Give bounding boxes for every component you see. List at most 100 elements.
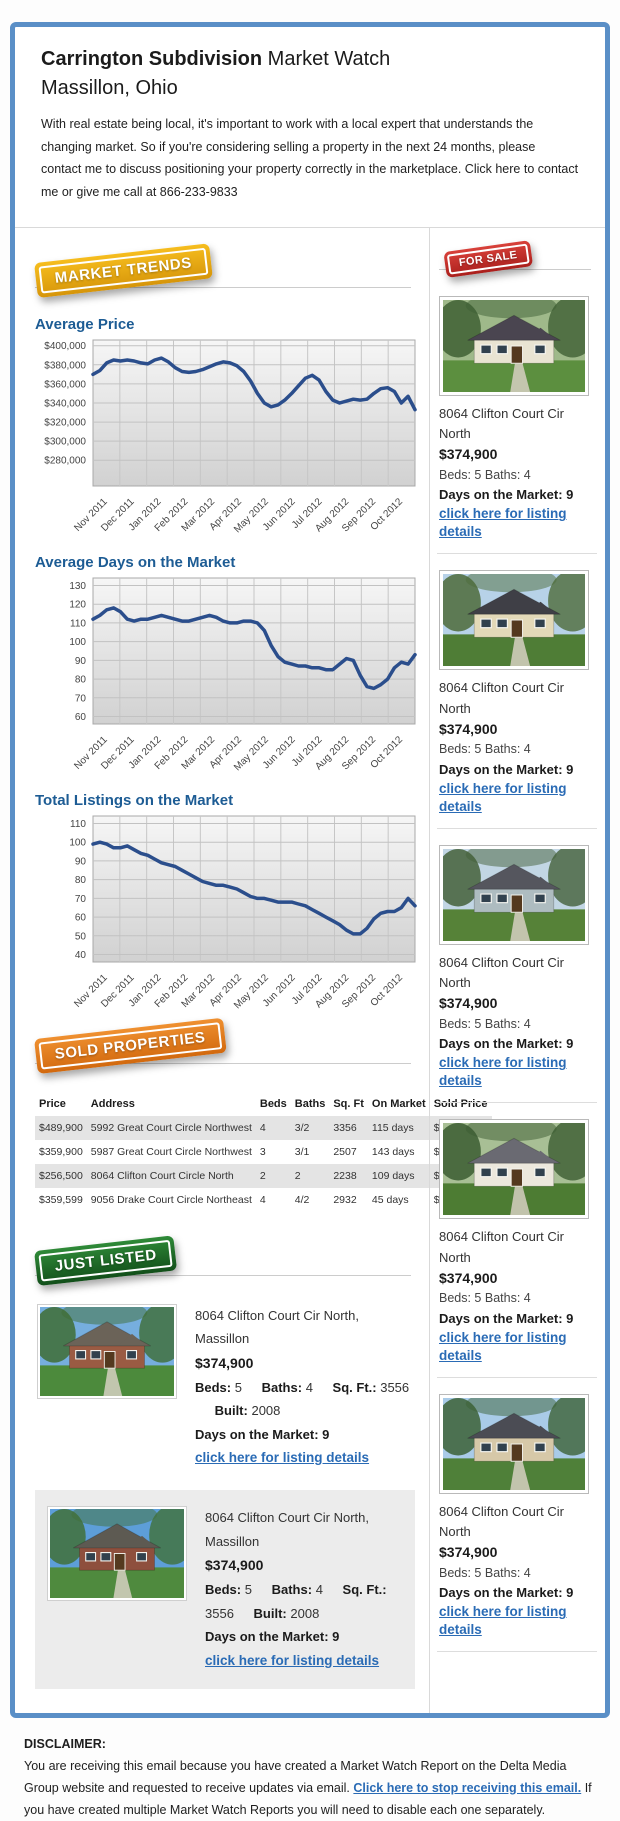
listing-beds-baths: Beds: 5 Baths: 4 [439, 742, 531, 757]
page-title-bold: Carrington Subdivision [41, 48, 263, 70]
listing-details-link[interactable]: click here for listing details [439, 1329, 567, 1363]
for-sale-row: FOR SALE [439, 240, 595, 278]
svg-text:$400,000: $400,000 [44, 341, 86, 352]
listing-beds-baths: Beds: 5 Baths: 4 [439, 467, 531, 482]
listing-photo[interactable] [47, 1506, 187, 1602]
sold-properties-badge: SOLD PROPERTIES [34, 1017, 227, 1074]
listing-details-link[interactable]: click here for listing details [439, 1055, 567, 1089]
sqft-value: 3556 [205, 1605, 234, 1621]
beds-value: 5 [244, 1582, 252, 1598]
cell-price: $359,900 [39, 1146, 83, 1158]
sqft-label: Sq. Ft.: [332, 1379, 377, 1395]
listing-photo[interactable] [439, 1393, 589, 1494]
cell-baths: 2 [294, 1170, 301, 1182]
listing-days-on-market: Days on the Market: 9 [439, 1585, 574, 1601]
main-column: MARKET TRENDS Average Price $280,000 $300… [15, 228, 492, 1713]
cell-baths: 3/2 [294, 1122, 310, 1134]
svg-text:50: 50 [75, 931, 87, 942]
svg-text:100: 100 [69, 838, 86, 849]
page-title: Carrington Subdivision Market Watch Mass… [41, 45, 579, 103]
page-subtitle: Massillon, Ohio [41, 77, 178, 99]
listing-address: 8064 Clifton Court Cir North, Massillon [195, 1308, 360, 1347]
listing-details-link[interactable]: click here for listing details [439, 780, 567, 814]
baths-value: 4 [315, 1582, 323, 1598]
unsubscribe-link[interactable]: Click here to stop receiving this email. [353, 1780, 582, 1795]
listing-photo[interactable] [439, 1119, 589, 1220]
listing-days-on-market: Days on the Market: 9 [439, 1310, 574, 1326]
svg-text:40: 40 [75, 950, 87, 961]
cell-on-market: 115 days [371, 1122, 414, 1134]
built-value: 2008 [251, 1403, 281, 1419]
col-sold-price: Sold Price [433, 1098, 488, 1110]
market-trends-row: MARKET TRENDS [34, 243, 415, 298]
col-baths: Baths [294, 1098, 326, 1110]
listing-price: $374,900 [439, 720, 498, 737]
sqft-label: Sq. Ft.: [342, 1582, 387, 1598]
cell-sqft: 3356 [333, 1122, 357, 1134]
listing-beds-baths: Beds: 5 Baths: 4 [439, 1016, 531, 1031]
just-listed-item: 8064 Clifton Court Cir North, Massillon … [37, 1304, 415, 1470]
listing-card: 8064 Clifton Court Cir North $374,900 Be… [437, 294, 597, 555]
average-price-chart: $280,000 $300,000 $320,000 $340,000 $360,000… [35, 337, 417, 540]
page-title-rest: Market Watch [262, 48, 391, 70]
listing-info: 8064 Clifton Court Cir North, Massillon … [195, 1304, 415, 1470]
listing-photo[interactable] [439, 570, 589, 671]
just-listed-badge: JUST LISTED [34, 1235, 178, 1286]
cell-on-market: 109 days [371, 1170, 415, 1182]
cell-beds: 4 [259, 1194, 266, 1206]
built-label: Built: [253, 1605, 287, 1621]
cell-baths: 3/1 [294, 1146, 310, 1158]
svg-text:$320,000: $320,000 [44, 418, 86, 429]
svg-text:70: 70 [75, 693, 87, 704]
listing-days-on-market: Days on the Market: 9 [439, 487, 574, 503]
for-sale-sidebar: FOR SALE 8064 Clifton Court Cir North $3… [429, 228, 605, 1713]
svg-text:$340,000: $340,000 [44, 398, 86, 409]
cell-address: 5992 Great Court Circle Northwest [90, 1122, 252, 1134]
listing-photo[interactable] [439, 296, 589, 396]
listing-details-link[interactable]: click here for listing details [439, 506, 567, 540]
built-label: Built: [214, 1403, 248, 1419]
cell-address: 5987 Great Court Circle Northwest [90, 1146, 252, 1158]
market-trends-badge-label: MARKET TRENDS [38, 247, 209, 294]
listing-details-link[interactable]: click here for listing details [205, 1652, 380, 1668]
disclaimer: DISCLAIMER: You are receiving this email… [24, 1734, 596, 1821]
listing-details-link[interactable]: click here for listing details [439, 1604, 567, 1638]
just-listed-badge-label: JUST LISTED [38, 1239, 174, 1282]
listing-price: $374,900 [439, 995, 498, 1012]
sqft-value: 3556 [380, 1379, 410, 1395]
sold-properties-table: Price Address Beds Baths Sq. Ft On Marke… [35, 1092, 492, 1212]
market-trends-badge: MARKET TRENDS [34, 243, 213, 298]
for-sale-badge: FOR SALE [443, 240, 533, 278]
svg-text:110: 110 [70, 819, 86, 830]
listing-card: 8064 Clifton Court Cir North $374,900 Be… [437, 843, 597, 1104]
listing-days-on-market: Days on the Market: 9 [205, 1629, 340, 1645]
cell-sqft: 2932 [333, 1194, 357, 1206]
table-row: $489,900 5992 Great Court Circle Northwe… [35, 1116, 492, 1140]
listing-specs: Beds: 5 Baths: 4 Sq. Ft.: 3556 Built: 20… [195, 1376, 415, 1423]
listing-address: 8064 Clifton Court Cir North [439, 1229, 564, 1265]
baths-label: Baths: [271, 1582, 313, 1598]
svg-text:110: 110 [70, 618, 86, 629]
cell-price: $359,599 [39, 1194, 83, 1206]
listing-beds-baths: Beds: 5 Baths: 4 [439, 1565, 531, 1580]
listing-card: 8064 Clifton Court Cir North $374,900 Be… [437, 1117, 597, 1378]
svg-text:80: 80 [75, 875, 87, 886]
table-row: $359,900 5987 Great Court Circle Northwe… [35, 1140, 492, 1164]
cell-on-market: 143 days [371, 1146, 415, 1158]
listing-photo[interactable] [439, 844, 589, 945]
baths-label: Baths: [261, 1379, 303, 1395]
listing-details-link[interactable]: click here for listing details [195, 1450, 370, 1466]
cell-beds: 4 [259, 1122, 266, 1134]
table-row: $256,500 8064 Clifton Court Circle North… [35, 1164, 492, 1188]
listing-days-on-market: Days on the Market: 9 [439, 1036, 574, 1052]
cell-sqft: 2507 [333, 1146, 357, 1158]
content-columns: MARKET TRENDS Average Price $280,000 $300… [15, 227, 605, 1713]
listing-photo[interactable] [37, 1304, 177, 1399]
total-listings-heading: Total Listings on the Market [35, 792, 234, 809]
listing-card: 8064 Clifton Court Cir North $374,900 Be… [437, 568, 597, 829]
total-listings-chart: 40 50 60 70 80 90 100 110 Nov 2011 Dec 2011 Jan 20… [35, 813, 417, 1016]
cell-price: $489,900 [39, 1122, 83, 1134]
svg-text:70: 70 [75, 894, 87, 905]
svg-text:120: 120 [69, 600, 86, 611]
svg-text:130: 130 [69, 581, 86, 592]
